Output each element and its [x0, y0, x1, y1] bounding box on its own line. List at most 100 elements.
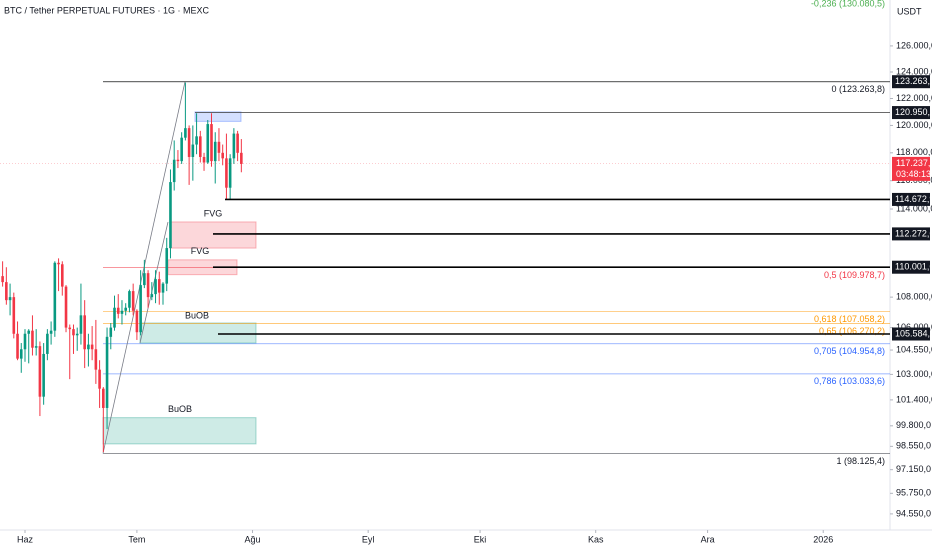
zone-label: BuOB	[185, 310, 209, 320]
candle-body	[8, 297, 12, 301]
candle-body	[191, 144, 195, 157]
candle-body	[57, 262, 60, 265]
candle-body	[60, 264, 64, 287]
y-tick-label: 101.400,0	[896, 394, 932, 404]
fib-label: 0 (123.263,8)	[831, 84, 885, 94]
candle-body	[146, 273, 150, 298]
candle-body	[172, 159, 176, 183]
fib-label: 1 (98.125,4)	[836, 456, 885, 466]
candle-body	[157, 279, 161, 293]
currency: USDT	[897, 6, 922, 16]
candle-body	[90, 344, 94, 350]
candle-body	[161, 283, 165, 293]
x-tick-label: Tem	[128, 534, 145, 544]
candle-body	[202, 156, 206, 163]
y-tick-label: 98.550,0	[896, 441, 931, 451]
candle-body	[23, 333, 27, 350]
candle-body	[135, 310, 139, 333]
zone-label: BuOB	[168, 404, 192, 414]
candle-body	[109, 327, 113, 337]
candle-body	[165, 248, 169, 284]
zone	[194, 111, 242, 122]
y-tick-label: 94.550,0	[896, 508, 931, 518]
candle-body	[213, 141, 217, 162]
candle-body	[68, 327, 72, 330]
candle-body	[87, 344, 90, 350]
candle-body	[225, 158, 228, 188]
x-tick-label: Eyl	[362, 534, 375, 544]
x-tick-label: Ara	[701, 534, 715, 544]
y-tick-label: 104.550,0	[896, 344, 932, 354]
candle-body	[131, 291, 135, 311]
x-tick-label: 2026	[813, 534, 833, 544]
candle-body	[19, 349, 23, 359]
candle-body	[98, 369, 101, 389]
candle-body	[184, 128, 187, 138]
y-tick-label: 99.800,0	[896, 420, 931, 430]
candle-body	[1, 276, 4, 283]
candle-body	[94, 349, 98, 370]
level-box	[892, 192, 930, 206]
fib-label: 0,5 (109.978,7)	[824, 270, 885, 280]
candle-body	[34, 346, 38, 348]
candle-body	[176, 159, 180, 162]
zone-label: FVG	[204, 208, 223, 218]
candle-body	[206, 124, 210, 163]
candle-body	[79, 315, 83, 334]
candle-body	[83, 315, 86, 350]
zone	[139, 322, 257, 344]
x-tick-label: Ağu	[245, 534, 261, 544]
countdown: 03:48:13	[896, 169, 931, 179]
candle-body	[16, 333, 19, 359]
candle-body	[5, 282, 8, 301]
last-price-box	[892, 156, 930, 181]
candle-body	[240, 152, 243, 164]
candle-body	[199, 136, 202, 157]
level-box-label: 110.001,6	[895, 262, 932, 272]
candle-body	[169, 182, 172, 249]
zone-label: FVG	[191, 246, 210, 256]
x-tick-label: Haz	[17, 534, 34, 544]
trend-line	[139, 221, 169, 344]
candle-body	[42, 353, 45, 397]
fib-label: -0,236 (130.080,5)	[811, 0, 885, 8]
candle-body	[38, 346, 42, 397]
candle-body	[75, 333, 79, 336]
candle-body	[12, 297, 16, 334]
y-tick-label: 103.000,0	[896, 369, 932, 379]
candle-body	[195, 136, 198, 145]
chart-title: BTC / Tether PERPETUAL FUTURES · 1G · ME…	[4, 5, 210, 15]
y-tick-label: 114.000,0	[896, 203, 932, 213]
fib-label: 0,65 (106.270,2)	[819, 326, 885, 336]
candle-body	[210, 124, 213, 162]
candle-body	[232, 133, 236, 159]
level-box	[892, 75, 930, 89]
level-box	[892, 106, 930, 120]
y-tick-label: 118.000,0	[896, 147, 932, 157]
y-tick-label: 120.000,0	[896, 120, 932, 130]
fib-label: 0,618 (107.058,2)	[814, 314, 885, 324]
y-tick-label: 108.000,0	[896, 292, 932, 302]
level-box-label: 114.672,9	[895, 194, 932, 204]
y-tick-label: 126.000,0	[896, 40, 932, 50]
y-tick-label: 122.000,0	[896, 93, 932, 103]
level-box-label: 112.272,6	[895, 228, 932, 238]
fib-label: 0,705 (104.954,8)	[814, 346, 885, 356]
fib-label: 0,786 (103.033,6)	[814, 376, 885, 386]
level-box	[892, 227, 930, 241]
level-box-label: 123.263,8	[895, 76, 932, 86]
last-price-label: 117.237,0	[896, 158, 932, 168]
candle-body	[187, 128, 191, 157]
candle-body	[116, 307, 120, 314]
y-tick-label: 124.000,0	[896, 66, 932, 76]
candle-body	[46, 333, 49, 354]
candle-body	[143, 273, 146, 286]
candle-body	[105, 336, 109, 408]
level-box-label: 120.950,7	[895, 107, 932, 117]
candle-body	[53, 262, 57, 331]
candle-body	[150, 294, 154, 298]
candle-body	[27, 330, 31, 334]
candle-body	[124, 307, 128, 311]
